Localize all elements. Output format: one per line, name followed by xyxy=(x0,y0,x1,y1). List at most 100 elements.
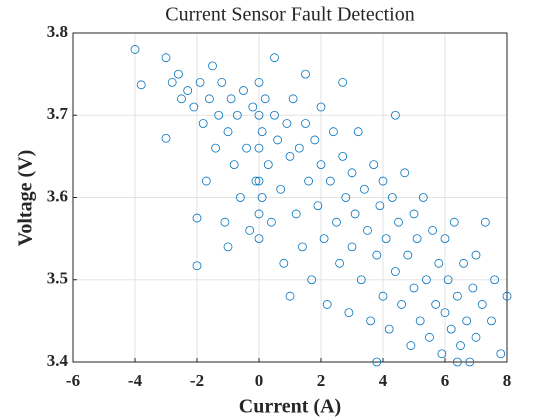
y-tick-label: 3.5 xyxy=(47,269,68,288)
point xyxy=(378,176,388,186)
point xyxy=(409,209,419,219)
point xyxy=(415,316,425,326)
x-tick-label: 4 xyxy=(379,371,388,390)
point xyxy=(338,151,348,161)
point xyxy=(260,94,270,104)
point xyxy=(263,160,273,170)
point xyxy=(285,291,295,301)
point xyxy=(338,77,348,87)
point xyxy=(341,193,351,202)
point xyxy=(177,94,186,104)
point xyxy=(440,308,450,318)
point xyxy=(214,110,224,120)
point xyxy=(273,135,283,145)
point xyxy=(220,217,230,227)
point xyxy=(350,209,360,219)
point xyxy=(332,217,341,227)
point xyxy=(381,234,391,244)
point xyxy=(487,316,496,326)
point xyxy=(313,201,323,211)
point xyxy=(276,184,286,194)
point xyxy=(232,110,242,120)
point xyxy=(468,283,478,293)
y-tick-label: 3.7 xyxy=(47,104,69,123)
point xyxy=(310,135,320,145)
point xyxy=(325,176,335,186)
point xyxy=(496,349,506,359)
point xyxy=(366,316,376,326)
point xyxy=(282,119,292,128)
x-axis-label: Current (A) xyxy=(239,396,341,418)
point xyxy=(297,242,307,252)
point xyxy=(418,193,428,202)
point xyxy=(229,160,239,170)
point xyxy=(449,217,459,227)
point xyxy=(195,77,205,87)
point xyxy=(452,357,462,367)
point xyxy=(459,258,469,268)
point xyxy=(251,176,261,186)
point xyxy=(372,357,382,367)
point xyxy=(257,193,267,202)
x-tick-label: 0 xyxy=(255,371,264,390)
point xyxy=(254,234,264,244)
point xyxy=(384,324,394,334)
point xyxy=(390,267,400,276)
point xyxy=(285,151,295,161)
point xyxy=(223,127,233,137)
point xyxy=(204,94,214,104)
point xyxy=(254,143,264,153)
point xyxy=(254,176,264,186)
point xyxy=(245,225,255,235)
point xyxy=(440,234,450,244)
y-axis-label: Voltage (V) xyxy=(15,150,37,246)
point xyxy=(192,213,202,223)
point xyxy=(270,53,279,63)
point xyxy=(425,332,434,342)
point xyxy=(421,275,431,285)
point xyxy=(372,250,382,260)
point xyxy=(208,61,217,71)
point xyxy=(406,341,416,350)
point xyxy=(319,234,329,244)
point xyxy=(434,258,444,268)
point xyxy=(400,168,410,178)
point xyxy=(347,168,357,178)
point xyxy=(173,69,183,79)
point xyxy=(316,160,326,170)
point xyxy=(291,209,301,219)
plot-frame xyxy=(72,32,508,363)
point xyxy=(257,127,267,137)
point xyxy=(344,308,354,318)
y-tick-label: 3.6 xyxy=(47,186,68,205)
point xyxy=(248,102,258,112)
point xyxy=(270,110,279,120)
point xyxy=(161,53,171,63)
point xyxy=(465,357,475,367)
point xyxy=(161,133,171,143)
point xyxy=(443,275,453,285)
point xyxy=(223,242,233,252)
point xyxy=(335,258,345,268)
point xyxy=(412,234,422,244)
point xyxy=(378,291,388,301)
point xyxy=(254,110,264,120)
point xyxy=(307,275,317,285)
point xyxy=(167,77,177,87)
point xyxy=(226,94,236,104)
point xyxy=(304,176,314,186)
point xyxy=(192,261,202,271)
point xyxy=(452,291,462,301)
point xyxy=(189,102,199,112)
x-tick-label: 8 xyxy=(503,371,512,390)
point xyxy=(183,86,193,95)
point xyxy=(390,110,400,120)
point xyxy=(239,86,248,95)
point xyxy=(403,250,413,260)
x-tick-label: -2 xyxy=(190,371,204,390)
y-tick-label: 3.4 xyxy=(47,351,69,370)
point xyxy=(242,143,252,153)
point xyxy=(397,300,407,309)
point xyxy=(266,217,276,227)
